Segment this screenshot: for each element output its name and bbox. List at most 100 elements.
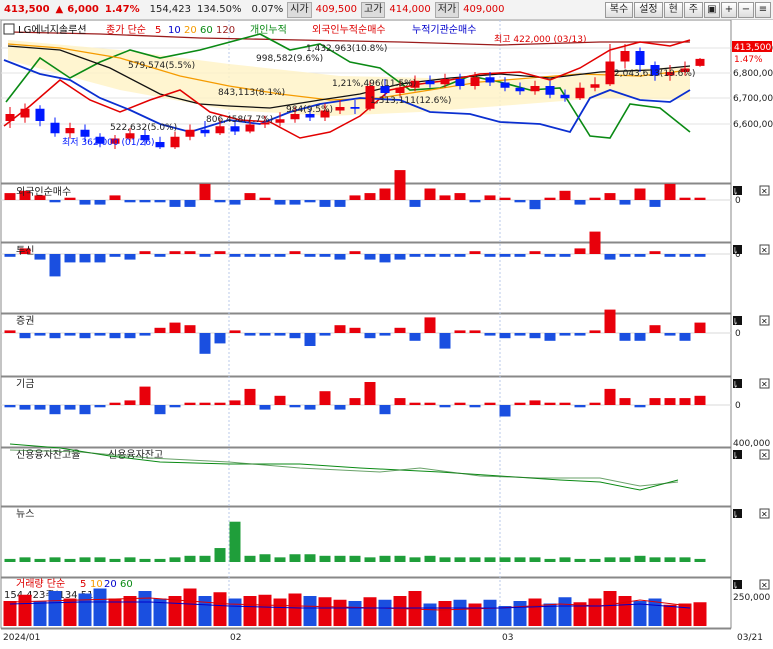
flow-bar bbox=[409, 402, 421, 405]
flow-bar bbox=[634, 188, 646, 200]
price-candles bbox=[5, 44, 705, 149]
flow-bar bbox=[649, 200, 661, 207]
flow-bar bbox=[19, 405, 31, 410]
news-bar bbox=[169, 557, 181, 562]
volume-bar bbox=[573, 602, 587, 626]
flow-bar bbox=[214, 402, 226, 405]
flow-bar bbox=[634, 254, 646, 257]
flow-bar bbox=[379, 188, 391, 200]
date-label: 03 bbox=[502, 633, 513, 643]
foreign-cum-line bbox=[3, 59, 691, 134]
panel-menu-icon[interactable] bbox=[733, 379, 742, 388]
flow-bar bbox=[289, 405, 301, 408]
panel-menu-icon[interactable] bbox=[733, 186, 742, 195]
candle-body bbox=[410, 80, 420, 88]
panel-menu-icon[interactable] bbox=[733, 450, 742, 459]
pension-panel bbox=[1, 382, 731, 417]
news-bar bbox=[694, 558, 706, 562]
candle-body bbox=[290, 114, 300, 120]
news-bar bbox=[64, 558, 76, 562]
news-bar bbox=[544, 558, 556, 562]
flow-bar bbox=[34, 195, 46, 200]
zoom-in-icon[interactable]: + bbox=[721, 2, 737, 18]
fit-icon[interactable]: ▣ bbox=[704, 2, 720, 18]
candle-body bbox=[80, 129, 90, 137]
flow-bar bbox=[454, 330, 466, 333]
candle-body bbox=[680, 68, 690, 72]
news-bar bbox=[679, 557, 691, 562]
candle-body bbox=[485, 77, 495, 83]
flow-bar bbox=[229, 330, 241, 333]
news-bar bbox=[454, 557, 466, 562]
candle-body bbox=[425, 80, 435, 85]
annotation-3: 579,574(5.5%) bbox=[128, 61, 195, 71]
volume-bar bbox=[663, 604, 677, 626]
volume-bar bbox=[693, 602, 707, 626]
panel-menu-icon[interactable] bbox=[733, 509, 742, 518]
flow-bar bbox=[664, 333, 676, 336]
candle-body bbox=[200, 129, 210, 134]
inst-label: 누적기관순매수 bbox=[412, 24, 476, 36]
flow-bar bbox=[364, 333, 376, 339]
flow-bar bbox=[49, 254, 61, 277]
chart-canvas[interactable]: 최고 422,000 (03/13) 최저 362,000 (01/26) 1,… bbox=[0, 20, 773, 649]
flow-bar bbox=[274, 200, 286, 205]
flow-bar bbox=[49, 405, 61, 415]
flow-bar bbox=[454, 193, 466, 200]
annotation-4: 843,113(8.1%) bbox=[218, 88, 285, 98]
panel-close-icon[interactable] bbox=[759, 449, 770, 460]
news-bar bbox=[469, 557, 481, 562]
flow-bar bbox=[4, 254, 16, 257]
flow-bar bbox=[79, 254, 91, 263]
panel-menu-icon[interactable] bbox=[733, 316, 742, 325]
news-bar bbox=[259, 554, 271, 562]
news-bar bbox=[634, 555, 646, 562]
price-legend: LG에너지솔루션 종가 단순 5 10 20 60 120 개인누적 외국인누적… bbox=[3, 23, 476, 36]
panel-menu-icon[interactable] bbox=[733, 245, 742, 254]
current-button[interactable]: 현 bbox=[663, 2, 683, 18]
panel-close-icon[interactable] bbox=[759, 579, 770, 590]
volume-bar bbox=[483, 599, 497, 626]
menu-icon[interactable]: ≡ bbox=[755, 2, 771, 18]
panel-close-icon[interactable] bbox=[759, 315, 770, 326]
flow-bar bbox=[649, 398, 661, 405]
volume-bar bbox=[243, 596, 257, 626]
foreign-panel bbox=[1, 170, 731, 210]
zoom-out-icon[interactable]: − bbox=[738, 2, 754, 18]
volume-bar bbox=[498, 606, 512, 626]
flow-bar bbox=[4, 405, 16, 408]
flow-bar bbox=[4, 330, 16, 333]
flow-bar bbox=[604, 254, 616, 260]
flow-bar bbox=[199, 183, 211, 200]
annotation-8: 984(9.5%) bbox=[286, 105, 333, 115]
volume-bar bbox=[63, 598, 77, 626]
candle-body bbox=[365, 86, 375, 109]
volume-bar bbox=[618, 596, 632, 626]
candle-body bbox=[635, 51, 645, 65]
settings-button[interactable]: 설정 bbox=[634, 2, 663, 18]
collapse-icon[interactable] bbox=[3, 23, 15, 35]
panel-close-icon-glyph: × bbox=[761, 187, 768, 196]
panel-close-icon[interactable] bbox=[759, 378, 770, 389]
news-panel-title: 뉴스 bbox=[16, 508, 34, 520]
low-value: 409,000 bbox=[463, 3, 505, 15]
stock-button[interactable]: 주 bbox=[683, 2, 703, 18]
flow-bar bbox=[499, 405, 511, 417]
flow-bar bbox=[559, 254, 571, 257]
flow-bar bbox=[139, 386, 151, 405]
current-price: 413,500 bbox=[4, 3, 50, 15]
price-tick: 6,800,000 bbox=[733, 69, 773, 79]
candle-body bbox=[140, 135, 150, 141]
flow-bar bbox=[124, 333, 136, 339]
flow-bar bbox=[94, 200, 106, 205]
panel-close-icon[interactable] bbox=[759, 244, 770, 255]
multi-button[interactable]: 복수 bbox=[604, 2, 634, 18]
flow-bar bbox=[424, 188, 436, 200]
panel-close-icon[interactable] bbox=[759, 185, 770, 196]
flow-bar bbox=[94, 405, 106, 408]
panel-menu-icon[interactable] bbox=[733, 580, 742, 589]
flow-bar bbox=[154, 405, 166, 415]
flow-bar bbox=[124, 400, 136, 405]
panel-close-icon[interactable] bbox=[759, 508, 770, 519]
flow-bar bbox=[484, 402, 496, 405]
